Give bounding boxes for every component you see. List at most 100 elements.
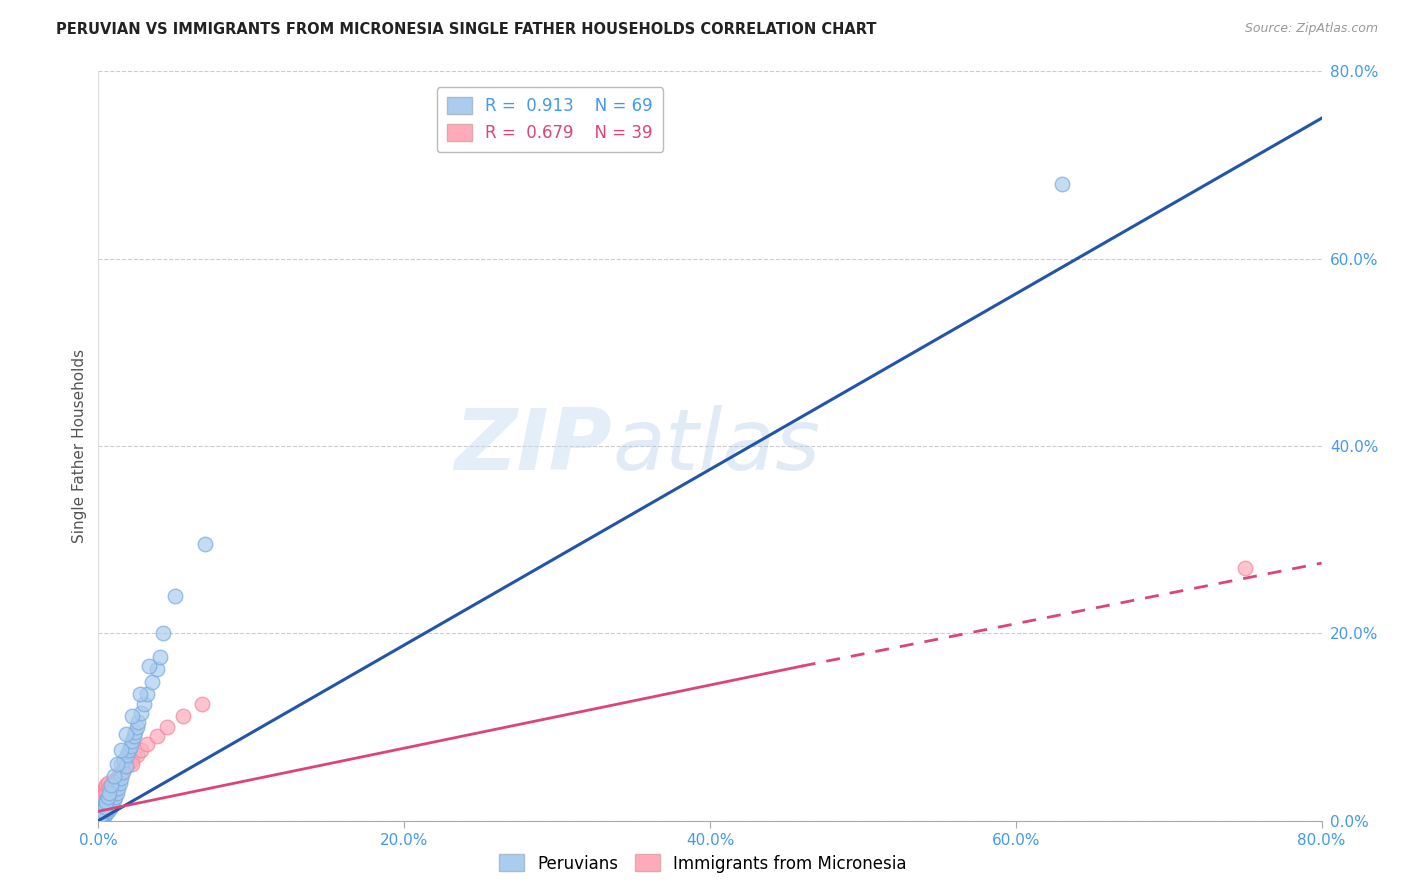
Point	[103, 769, 125, 783]
Point	[100, 799, 122, 814]
Point	[138, 659, 160, 673]
Point	[103, 783, 125, 797]
Point	[127, 715, 149, 730]
Point	[121, 734, 143, 748]
Point	[90, 807, 112, 822]
Point	[108, 776, 131, 790]
Point	[100, 778, 122, 792]
Point	[103, 774, 125, 789]
Point	[90, 797, 112, 811]
Point	[93, 799, 115, 814]
Point	[101, 788, 124, 802]
Point	[136, 737, 159, 751]
Point	[90, 786, 112, 800]
Point	[105, 774, 128, 789]
Point	[105, 772, 128, 786]
Point	[103, 793, 125, 807]
Point	[98, 786, 121, 800]
Point	[149, 649, 172, 664]
Point	[134, 697, 156, 711]
Point	[1050, 177, 1073, 191]
Point	[101, 797, 124, 811]
Point	[100, 786, 122, 800]
Point	[104, 790, 127, 805]
Point	[100, 780, 122, 795]
Point	[90, 808, 112, 822]
Point	[104, 773, 127, 788]
Point	[97, 805, 120, 819]
Point	[103, 776, 125, 790]
Point	[93, 793, 115, 807]
Point	[91, 783, 114, 797]
Point	[118, 756, 141, 770]
Point	[89, 809, 111, 823]
Point	[128, 687, 150, 701]
Point	[117, 747, 139, 762]
Point	[118, 743, 141, 757]
Point	[94, 799, 117, 814]
Point	[101, 778, 124, 792]
Point	[121, 753, 143, 767]
Point	[108, 767, 131, 781]
Point	[145, 730, 167, 744]
Point	[98, 786, 121, 800]
Y-axis label: Single Father Households: Single Father Households	[72, 349, 87, 543]
Legend: Peruvians, Immigrants from Micronesia: Peruvians, Immigrants from Micronesia	[492, 847, 914, 880]
Point	[94, 790, 117, 805]
Point	[107, 780, 129, 795]
Point	[97, 776, 120, 790]
Point	[122, 730, 145, 744]
Point	[100, 790, 122, 805]
Point	[141, 675, 163, 690]
Point	[115, 727, 138, 741]
Point	[94, 795, 117, 809]
Point	[1234, 561, 1257, 575]
Point	[93, 780, 115, 795]
Point	[111, 764, 134, 779]
Point	[94, 806, 117, 821]
Point	[89, 811, 111, 825]
Point	[93, 797, 115, 811]
Point	[121, 757, 143, 772]
Point	[94, 786, 117, 800]
Point	[89, 790, 111, 805]
Legend: R =  0.913    N = 69, R =  0.679    N = 39: R = 0.913 N = 69, R = 0.679 N = 39	[437, 87, 664, 152]
Point	[104, 778, 127, 792]
Point	[115, 759, 138, 773]
Point	[97, 797, 120, 811]
Point	[125, 747, 148, 762]
Point	[98, 795, 121, 809]
Point	[145, 662, 167, 676]
Point	[89, 799, 111, 814]
Point	[129, 743, 152, 757]
Point	[91, 799, 114, 814]
Point	[94, 793, 117, 807]
Text: Source: ZipAtlas.com: Source: ZipAtlas.com	[1244, 22, 1378, 36]
Point	[91, 805, 114, 819]
Point	[156, 720, 179, 734]
Point	[110, 743, 132, 757]
Point	[98, 780, 121, 795]
Point	[194, 537, 217, 551]
Point	[89, 811, 111, 825]
Point	[191, 697, 214, 711]
Point	[94, 778, 117, 792]
Point	[120, 739, 142, 753]
Point	[97, 790, 120, 805]
Point	[152, 626, 174, 640]
Point	[163, 589, 186, 603]
Point	[115, 759, 138, 773]
Point	[110, 767, 132, 781]
Point	[90, 805, 112, 819]
Point	[105, 786, 128, 800]
Point	[93, 808, 115, 822]
Point	[90, 810, 112, 824]
Point	[98, 802, 121, 816]
Point	[124, 724, 146, 739]
Point	[121, 708, 143, 723]
Point	[105, 757, 128, 772]
Point	[136, 687, 159, 701]
Point	[91, 795, 114, 809]
Point	[91, 790, 114, 805]
Point	[112, 753, 135, 767]
